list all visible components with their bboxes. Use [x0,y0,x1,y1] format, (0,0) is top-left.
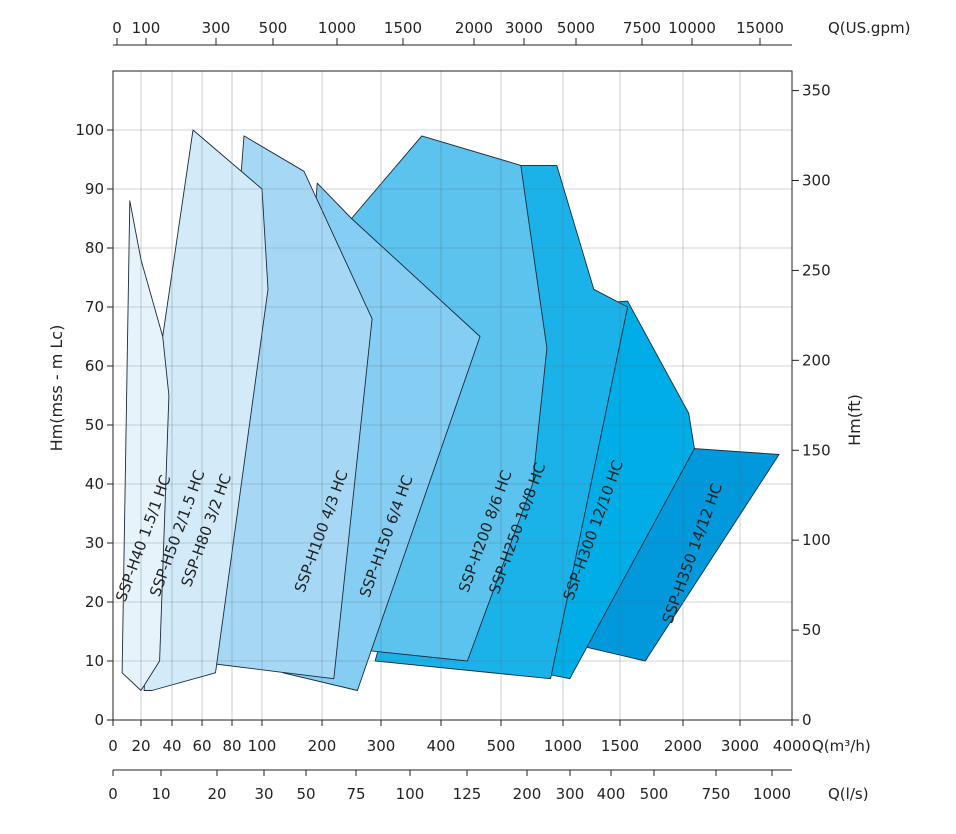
x-m3h-tick-label: 100 [248,737,277,755]
x-m3h-tick-label: 300 [367,737,396,755]
x-m3h-tick-label: 40 [162,737,181,755]
y-right-tick-label: 350 [802,82,831,100]
y-left-tick-label: 10 [85,652,104,670]
y-left-tick-label: 70 [85,298,104,316]
x-ls-tick-label: 400 [597,785,626,803]
x-m3h-tick-label: 1500 [601,737,639,755]
region-ssp-h50-2-1-5-hc [143,129,269,691]
x-gpm-tick-label: 3000 [505,19,543,37]
y-left-tick-label: 20 [85,593,104,611]
x-gpm-tick-label: 1000 [318,19,356,37]
y-right-tick-label: 250 [802,261,831,279]
y-right-tick-label: 50 [802,621,821,639]
x-gpm-tick-label: 5000 [557,19,595,37]
x-m3h-axis-label: Q(m³/h) [812,737,871,755]
axes: 0102030405060708090100050100150200250300… [75,19,910,803]
x-gpm-tick-label: 2000 [455,19,493,37]
y-right-tick-label: 200 [802,351,831,369]
y-axis-left-label: Hm(mss - m Lc) [47,325,66,452]
y-left-tick-label: 30 [85,534,104,552]
plot-frame [112,70,793,721]
x-m3h-tick-label: 0 [108,737,118,755]
x-m3h-tick-label: 2000 [664,737,702,755]
y-left-tick-label: 80 [85,239,104,257]
grid-lines [113,71,792,720]
x-ls-tick-label: 200 [513,785,542,803]
x-gpm-tick-label: 500 [259,19,288,37]
x-ls-tick-label: 1000 [753,785,791,803]
plot-border [112,70,793,721]
y-axis-right-label: Hm(ft) [845,394,864,446]
x-ls-tick-label: 75 [346,785,365,803]
x-gpm-tick-label: 1500 [384,19,422,37]
x-m3h-tick-label: 400 [427,737,456,755]
x-gpm-tick-label: 0 [112,19,122,37]
y-right-tick-label: 0 [802,711,812,729]
x-gpm-tick-label: 300 [202,19,231,37]
y-left-tick-label: 60 [85,357,104,375]
x-gpm-tick-label: 100 [132,19,161,37]
y-left-tick-label: 0 [94,711,104,729]
x-gpm-tick-label: 7500 [623,19,661,37]
x-m3h-tick-label: 200 [308,737,337,755]
x-gpm-axis-label: Q(US.gpm) [828,19,910,37]
x-m3h-tick-label: 1000 [544,737,582,755]
y-left-tick-label: 90 [85,180,104,198]
x-m3h-tick-label: 4000 [773,737,811,755]
x-ls-tick-label: 125 [453,785,482,803]
x-m3h-tick-label: 60 [192,737,211,755]
y-right-tick-label: 300 [802,172,831,190]
x-m3h-tick-label: 3000 [721,737,759,755]
x-gpm-tick-label: 15000 [736,19,784,37]
x-ls-tick-label: 10 [151,785,170,803]
x-ls-tick-label: 0 [108,785,118,803]
y-left-tick-label: 50 [85,416,104,434]
x-ls-tick-label: 20 [207,785,226,803]
y-right-tick-label: 150 [802,441,831,459]
x-ls-tick-label: 30 [254,785,273,803]
x-ls-tick-label: 100 [396,785,425,803]
y-left-tick-label: 100 [75,121,104,139]
x-m3h-tick-label: 20 [131,737,150,755]
x-ls-tick-label: 500 [640,785,669,803]
x-m3h-tick-label: 80 [222,737,241,755]
y-right-tick-label: 100 [802,531,831,549]
y-left-tick-label: 40 [85,475,104,493]
x-ls-tick-label: 750 [702,785,731,803]
x-ls-tick-label: 300 [556,785,585,803]
x-gpm-tick-label: 10000 [668,19,716,37]
x-ls-tick-label: 50 [296,785,315,803]
x-ls-axis-label: Q(l/s) [828,785,869,803]
x-m3h-tick-label: 500 [487,737,516,755]
